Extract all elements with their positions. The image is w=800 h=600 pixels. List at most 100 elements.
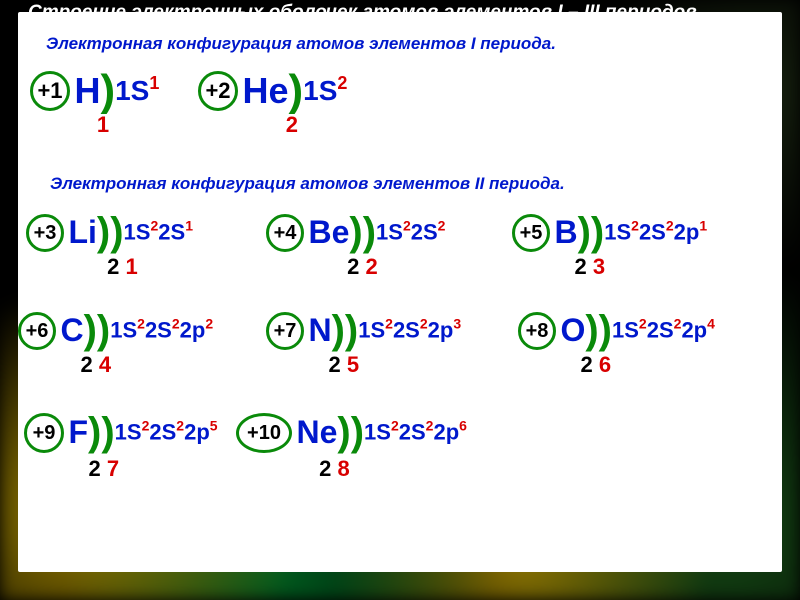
subtitle-period-1: Электронная конфигурация атомов элементо… (46, 34, 556, 54)
config-orbital: 2S (411, 220, 438, 245)
element-symbol: O (560, 312, 585, 348)
config-exponent: 1 (185, 217, 193, 233)
config-exponent: 2 (205, 315, 213, 331)
config-orbital: 1S (124, 220, 151, 245)
element-symbol: Li (68, 214, 96, 250)
shell-counts: 2 2 (347, 254, 378, 280)
charge-circle: +6 (18, 312, 56, 350)
element-be: +4 Be))1S22S2 (266, 210, 445, 255)
config-exponent: 2 (631, 217, 639, 233)
shell-paren: ) (100, 66, 115, 115)
config-exponent: 2 (403, 217, 411, 233)
config-orbital: 2S (145, 318, 172, 343)
charge-circle: +2 (198, 71, 238, 111)
charge-circle: +10 (236, 413, 292, 453)
config-orbital: 2p (180, 318, 206, 343)
element-c: +6 C))1S22S22p2 (18, 308, 213, 353)
config-orbital: 2S (149, 420, 176, 445)
element-li: +3 Li))1S22S1 (26, 210, 193, 255)
config-exponent: 4 (707, 315, 715, 331)
element-symbol: B (554, 214, 577, 250)
charge-circle: +1 (30, 71, 70, 111)
config-orbital: 1S (303, 75, 337, 106)
shell-counts: 2 7 (89, 456, 120, 482)
slide-title: Строение электронных оболочек атомов эле… (28, 2, 697, 24)
config-exponent: 2 (666, 217, 674, 233)
shell-paren: ) (345, 308, 358, 352)
shell-paren: ) (97, 308, 110, 352)
config-exponent: 5 (210, 417, 218, 433)
config-orbital: 2S (647, 318, 674, 343)
config-orbital: 2p (184, 420, 210, 445)
shell-paren: ) (349, 210, 362, 254)
shell-counts: 2 8 (319, 456, 350, 482)
config-orbital: 2p (433, 420, 459, 445)
config-exponent: 1 (699, 217, 707, 233)
config-orbital: 2p (428, 318, 454, 343)
element-symbol: Ne (296, 414, 337, 450)
config-exponent: 2 (172, 315, 180, 331)
shell-paren: ) (84, 308, 97, 352)
shell-paren: ) (101, 410, 114, 454)
shell-counts: 1 (97, 112, 109, 138)
element-f: +9 F))1S22S22p5 (24, 410, 218, 455)
charge-circle: +9 (24, 413, 64, 453)
config-orbital: 2p (674, 220, 700, 245)
shell-paren: ) (97, 210, 110, 254)
config-orbital: 2S (639, 220, 666, 245)
shell-paren: ) (288, 66, 303, 115)
config-exponent: 2 (438, 217, 446, 233)
element-he: +2 He)1S2 (198, 66, 347, 116)
element-o: +8 O))1S22S22p4 (518, 308, 715, 353)
shell-counts: 2 6 (581, 352, 612, 378)
config-exponent: 2 (420, 315, 428, 331)
shell-counts: 2 (286, 112, 298, 138)
config-exponent: 6 (459, 417, 467, 433)
config-orbital: 1S (376, 220, 403, 245)
shell-paren: ) (591, 210, 604, 254)
subtitle-period-2: Электронная конфигурация атомов элементо… (50, 174, 565, 194)
config-orbital: 1S (604, 220, 631, 245)
config-orbital: 1S (358, 318, 385, 343)
shell-paren: ) (363, 210, 376, 254)
shell-counts: 2 3 (575, 254, 606, 280)
config-orbital: 1S (115, 420, 142, 445)
element-b: +5 B))1S22S22p1 (512, 210, 707, 255)
config-exponent: 2 (137, 315, 145, 331)
config-orbital: 1S (110, 318, 137, 343)
element-symbol: H (74, 70, 100, 111)
shell-paren: ) (599, 308, 612, 352)
config-orbital: 1S (364, 420, 391, 445)
shell-paren: ) (332, 308, 345, 352)
shell-paren: ) (585, 308, 598, 352)
element-ne: +10 Ne))1S22S22p6 (236, 410, 467, 455)
shell-paren: ) (88, 410, 101, 454)
config-exponent: 2 (337, 73, 347, 93)
element-symbol: Be (308, 214, 349, 250)
charge-circle: +8 (518, 312, 556, 350)
config-exponent: 2 (176, 417, 184, 433)
config-exponent: 2 (391, 417, 399, 433)
config-orbital: 2p (681, 318, 707, 343)
charge-circle: +4 (266, 214, 304, 252)
config-orbital: 2S (399, 420, 426, 445)
charge-circle: +3 (26, 214, 64, 252)
shell-paren: ) (337, 410, 350, 454)
config-orbital: 1S (115, 75, 149, 106)
shell-counts: 2 1 (107, 254, 138, 280)
shell-counts: 2 5 (329, 352, 360, 378)
shell-counts: 2 4 (81, 352, 112, 378)
config-exponent: 1 (149, 73, 159, 93)
element-h: +1 H)1S1 (30, 66, 159, 116)
element-symbol: N (308, 312, 331, 348)
config-exponent: 3 (453, 315, 461, 331)
config-orbital: 2S (393, 318, 420, 343)
element-symbol: C (60, 312, 83, 348)
element-symbol: F (68, 414, 88, 450)
config-exponent: 2 (385, 315, 393, 331)
config-orbital: 2S (158, 220, 185, 245)
element-symbol: He (242, 70, 288, 111)
content-area: Электронная конфигурация атомов элементо… (18, 12, 782, 572)
charge-circle: +7 (266, 312, 304, 350)
config-orbital: 1S (612, 318, 639, 343)
